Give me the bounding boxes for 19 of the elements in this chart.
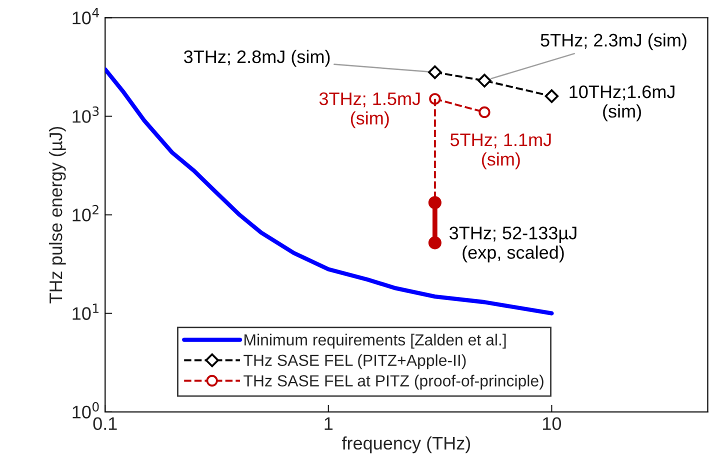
annotation: 3THz; 52-133µJ (exp, scaled)	[450, 226, 576, 262]
y-tick-label: 10$^{4}$	[72, 8, 99, 24]
annotation: 5THz; 1.1mJ (sim)	[450, 134, 551, 170]
legend-label: THz SASE FEL (PITZ+Apple-II)	[244, 354, 466, 370]
y-axis-title: THz pulse energy (µJ)	[48, 126, 66, 304]
y-tick-label: 10$^{0}$	[72, 402, 99, 418]
legend-label: Minimum requirements [Zalden et al.]	[244, 334, 506, 349]
y-tick-label: 10$^{2}$	[72, 204, 98, 222]
annotation: 3THz; 2.8mJ (sim)	[184, 50, 330, 67]
y-tick-label: 10$^{3}$	[72, 106, 99, 123]
annotation: 10THz;1.6mJ (sim)	[570, 85, 674, 122]
annotation: 5THz; 2.3mJ (sim)	[540, 33, 686, 50]
x-tick-label: 10	[543, 417, 562, 430]
legend-label: THz SASE FEL at PITZ (proof-of-principle)	[244, 374, 544, 390]
x-tick-label: 1	[324, 417, 333, 430]
x-axis-title: frequency (THz)	[342, 436, 470, 454]
x-tick-label: 0.1	[93, 417, 117, 430]
y-tick-label: 10$^{1}$	[72, 304, 98, 320]
annotation: 3THz; 1.5mJ (sim)	[319, 92, 420, 128]
